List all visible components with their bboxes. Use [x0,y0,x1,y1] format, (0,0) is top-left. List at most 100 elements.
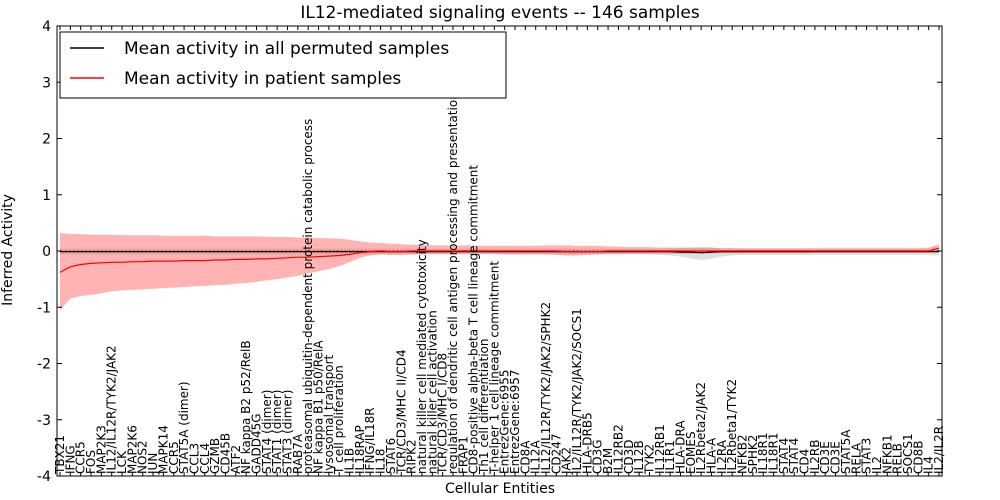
category-label: NF kappa B1 p50/RelA [312,340,326,474]
category-label: EntrezGene:6957 [508,370,522,475]
y-tick-label: -3 [37,413,51,429]
category-label: IL2/IL2R [932,426,946,474]
y-tick-label: -1 [37,300,51,316]
category-label: EOMES [684,431,698,474]
category-label: IL2 [870,456,884,474]
category-label: IL2Rbeta2/JAK2 [694,382,708,474]
category-label: Th1 cell differentiation [477,339,491,476]
category-label: IL18R1 [767,433,781,474]
category-label: IL2/IL12R/TYK2/JAK2/SOCS1 [570,308,584,474]
category-label: NOS2 [136,440,150,474]
category-label: T-helper 1 cell lineage commitment [487,261,501,475]
category-label: RELB [891,443,905,474]
category-label: STAT4 [777,438,791,474]
category-label: B2M [601,448,615,474]
category-label: HLA-DRA [674,420,688,474]
category-label: proteasomal ubiquitin-dependent protein … [301,119,315,474]
category-label: natural killer cell mediated cytotoxicit… [415,239,429,474]
category-label: CD8A [518,440,532,474]
y-tick-label: 4 [42,19,51,35]
category-label: IL12RB1 [653,424,667,474]
category-label: MAP2K6 [125,425,139,474]
category-label: CCL3 [187,443,201,474]
category-label: STAT3 [860,438,874,474]
category-label: STAT5A (dimer) [177,381,191,474]
legend-box [59,31,507,99]
category-label: JAK2 [560,447,574,475]
category-label: HLA-DRB5 [580,412,594,474]
category-label: CCR5 [167,441,181,474]
category-label: CD247 [549,433,563,474]
legend: Mean activity in all permuted samples Mea… [59,31,507,99]
category-label: STAT5A [839,429,853,474]
category-label: RELA [849,442,863,474]
patient-mean-line [59,247,940,273]
category-label: IL2RB [808,440,822,474]
category-label: GZMB [208,438,222,474]
legend-label: Mean activity in patient samples [124,69,401,89]
category-label: regulation of dendritic cell antigen pro… [446,92,460,474]
category-label: TCR/CD3/MHC I/CD8 [436,353,450,475]
category-label: TBX21 [53,435,67,475]
category-label: IL18R1 [756,433,770,474]
category-label: EntrezGene:6955 [498,370,512,475]
category-label: natural killer cell activation [425,310,439,474]
category-label: ATF2 [229,445,243,474]
chart-title: IL12-mediated signaling events -- 146 sa… [300,3,700,23]
y-tick-label: -2 [37,357,51,373]
category-label: IL12/IL12R/TYK2/JAK2/SPHK2 [539,302,553,474]
category-label: IL18 [374,449,388,475]
category-label: CD3D [622,440,636,475]
category-label: NFKB2 [736,434,750,474]
category-label: CD3E [818,441,832,474]
category-label: MAPK14 [156,425,170,474]
category-label: IL2RA [715,439,729,474]
category-label: STAT1 (dimer) [270,390,284,474]
category-label: HLA-A [705,437,719,474]
category-label: IL4 [922,456,936,474]
category-label: NF kappa B2 p52/RelB [239,340,253,474]
category-label: CCR5 [74,441,88,474]
plot-area: -4-3-2-101234TBX21IFNGCCR5FOSMAP2K3IL12/… [37,19,946,485]
category-label: CD8B [911,441,925,475]
category-label: IL18RAP [353,425,367,474]
category-label: IL2Rbeta1/TYK2 [725,379,739,474]
category-label: STAT6 [384,438,398,474]
y-tick-label: 2 [42,132,51,148]
category-label: MAP2K3 [94,425,108,474]
category-label: SOCS1 [901,433,915,474]
category-label: TYK2 [642,444,656,475]
y-axis-title: Inferred Activity [0,194,16,306]
category-label: STAT4 [787,438,801,474]
category-label: IL12A [529,440,543,474]
y-tick-label: 1 [42,188,51,204]
category-label: IFNG/IL18R [363,407,377,474]
category-label: JUN [146,453,160,475]
x-axis-title: Cellular Entities [445,481,555,497]
y-tick-label: -4 [37,469,51,485]
category-label: STAT3 (dimer) [281,390,295,474]
category-label: CD45B [219,433,233,474]
category-label: STAT4 (dimer) [260,390,274,474]
category-label: RAB7A [291,433,305,474]
category-label: CD3G [591,439,605,474]
category-label: NFKB1 [880,434,894,474]
category-label: FRAP1 [456,436,470,474]
legend-label: Mean activity in all permuted samples [124,39,449,59]
category-label: CCL4 [198,443,212,474]
category-label: IFNG [63,445,77,474]
category-label: RIPK2 [405,439,419,474]
category-label: LCK [115,450,129,474]
y-tick-label: 0 [42,244,51,260]
category-label: IL12B [632,440,646,474]
category-label: IL12/IL12R/TYK2/JAK2 [105,345,119,474]
category-label: IL1B [343,448,357,474]
category-label: CD3E [829,441,843,474]
category-label: T cell proliferation [332,365,346,475]
category-label: TCR/CD3/MHC II/CD4 [394,349,408,475]
category-label: lysosomal transport [322,354,336,474]
category-label: IL12RB2 [611,424,625,474]
y-tick-label: 3 [42,75,51,91]
category-label: CD8-positive alpha-beta T cell lineage c… [467,165,481,474]
